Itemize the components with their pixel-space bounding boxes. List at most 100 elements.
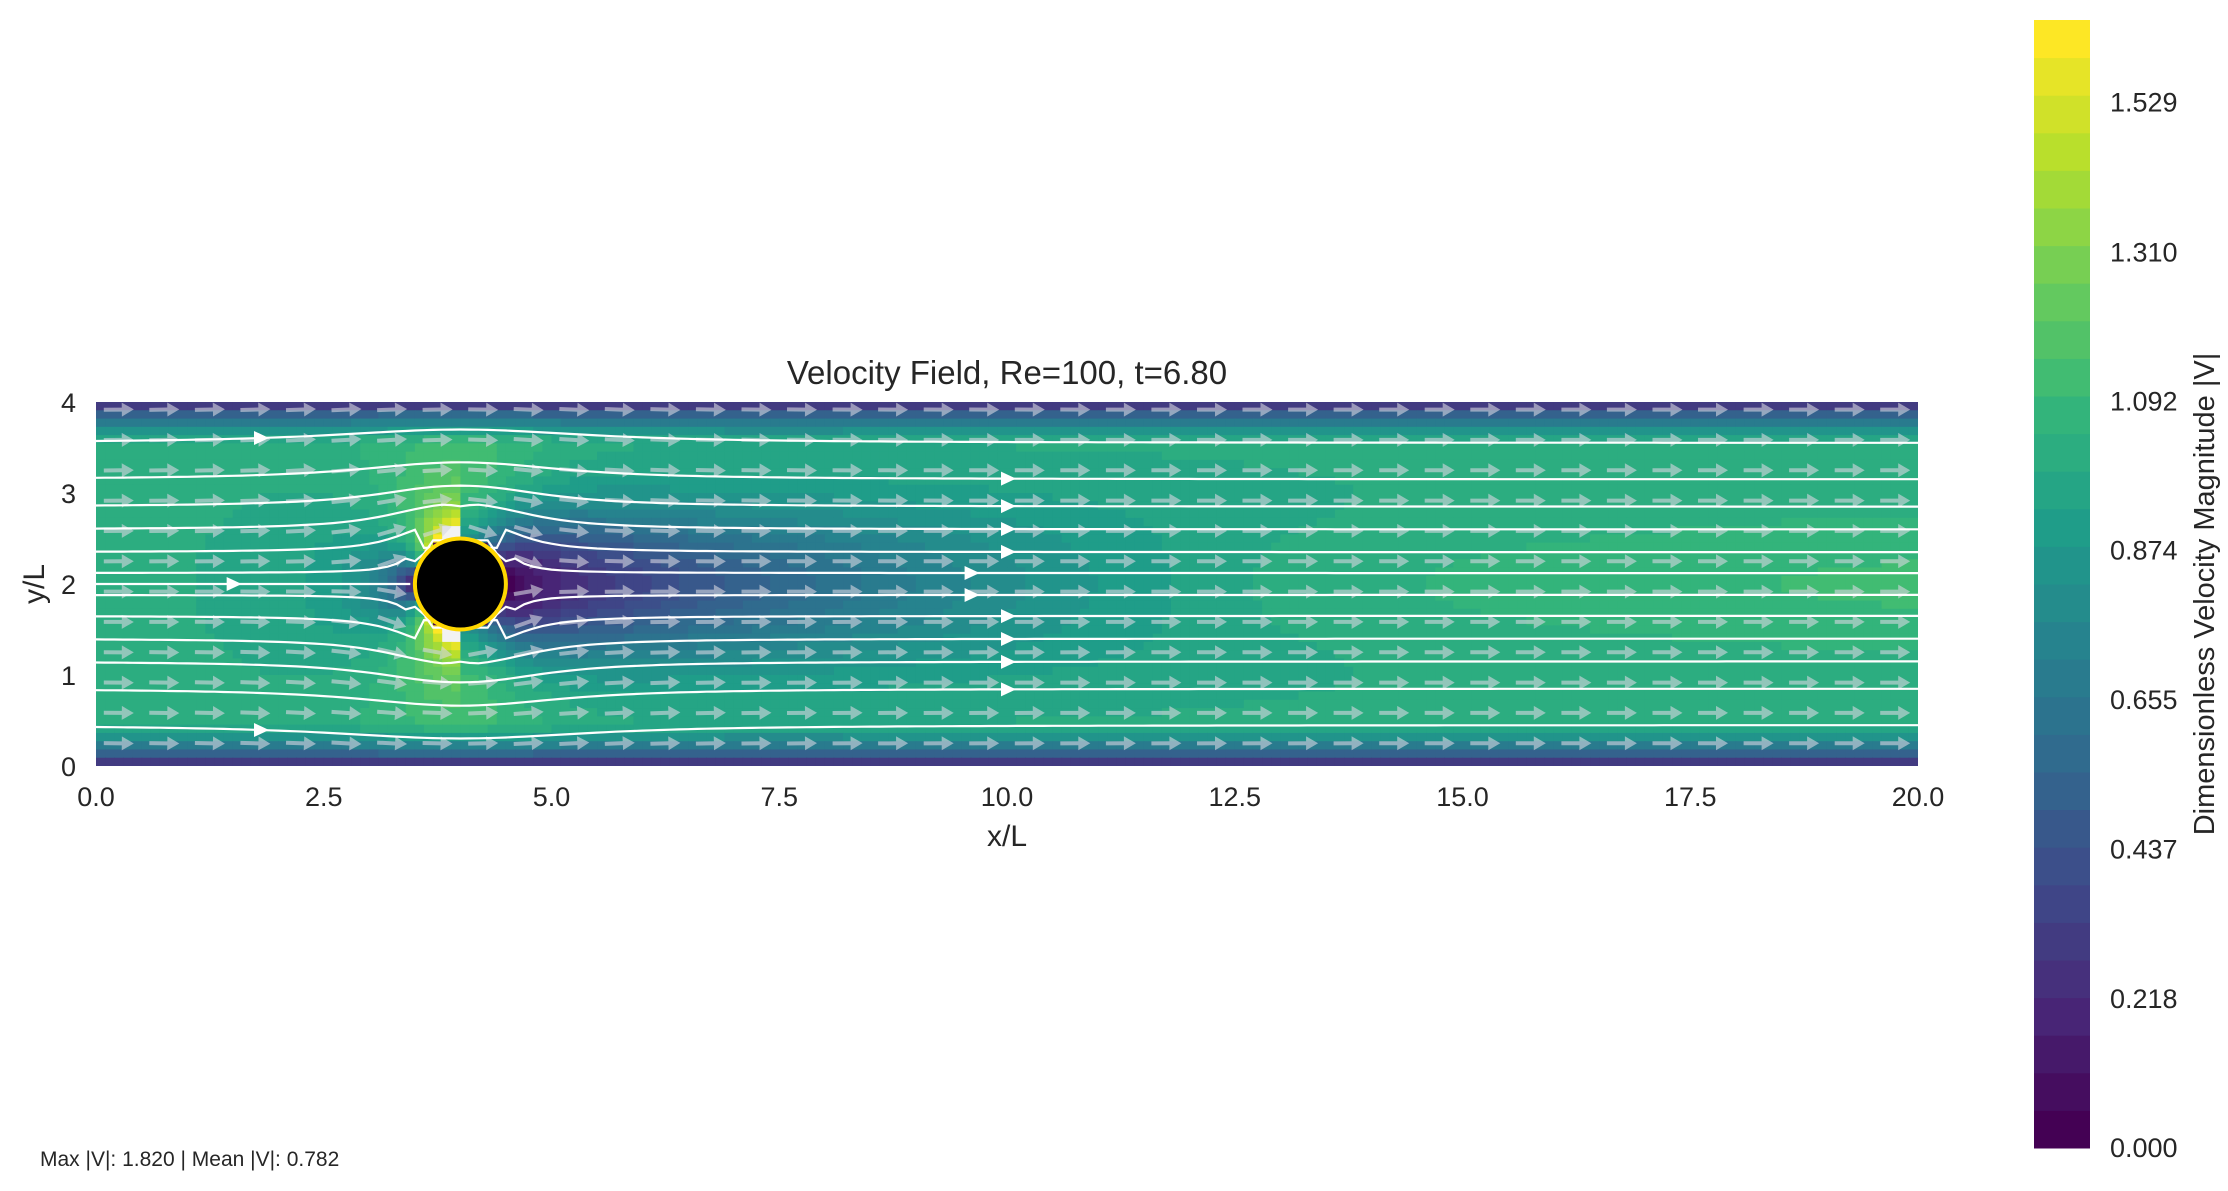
heatmap-cell [806, 534, 817, 544]
heatmap-cell [1280, 402, 1291, 411]
heatmap-cell [378, 501, 389, 511]
heatmap-cell [642, 443, 653, 453]
heatmap-cell [1735, 402, 1746, 411]
heatmap-cell [1781, 418, 1792, 428]
heatmap-cell [1890, 509, 1901, 519]
heatmap-cell [1435, 584, 1445, 593]
heatmap-cell [1544, 509, 1555, 519]
heatmap-cell [542, 534, 553, 544]
heatmap-cell [1744, 534, 1755, 544]
heatmap-cell [706, 451, 717, 461]
heatmap-cell [879, 534, 890, 544]
heatmap-cell [1571, 476, 1582, 486]
heatmap-cell [1781, 567, 1792, 577]
heatmap-cell [1681, 534, 1691, 544]
heatmap-cell [1471, 600, 1482, 610]
heatmap-cell [423, 517, 434, 527]
heatmap-cell [1817, 509, 1828, 519]
heatmap-cell [1025, 468, 1035, 478]
heatmap-cell [542, 600, 553, 610]
heatmap-cell [1088, 600, 1099, 610]
heatmap-cell [314, 501, 325, 511]
heatmap-cell [1289, 517, 1300, 527]
heatmap-cell [788, 418, 799, 428]
heatmap-cell [1088, 410, 1099, 420]
heatmap-cell [1471, 575, 1482, 585]
heatmap-cell [1052, 567, 1063, 577]
heatmap-cell [1362, 584, 1372, 593]
heatmap-cell [460, 451, 471, 461]
heatmap-cell [1271, 484, 1281, 494]
heatmap-cell [1854, 550, 1864, 560]
heatmap-cell [1744, 584, 1755, 593]
heatmap-cell [1389, 468, 1400, 478]
heatmap-cell [1225, 534, 1236, 544]
heatmap-cell [1690, 484, 1700, 494]
heatmap-cell [1808, 509, 1819, 519]
heatmap-cell [751, 509, 762, 519]
heatmap-cell [1471, 517, 1482, 527]
heatmap-cell [205, 418, 216, 428]
heatmap-cell [1890, 468, 1901, 478]
heatmap-cell [1681, 418, 1691, 428]
heatmap-cell [296, 584, 307, 593]
heatmap-cell [1571, 575, 1582, 585]
heatmap-cell [724, 451, 735, 461]
heatmap-cell [1662, 517, 1673, 527]
heatmap-cell [1079, 443, 1090, 453]
heatmap-cell [1845, 509, 1855, 519]
heatmap-cell [496, 443, 507, 453]
heatmap-cell [378, 509, 389, 519]
heatmap-cell [1034, 509, 1045, 519]
heatmap-cell [1772, 550, 1782, 560]
heatmap-cell [542, 410, 553, 420]
heatmap-cell [250, 542, 261, 552]
heatmap-cell [1107, 476, 1117, 486]
heatmap-cell [1571, 443, 1582, 453]
heatmap-cell [1189, 459, 1199, 469]
heatmap-cell [1070, 402, 1081, 411]
heatmap-cell [414, 526, 425, 535]
heatmap-cell [1881, 575, 1892, 585]
heatmap-cell [970, 534, 981, 544]
heatmap-cell [797, 550, 808, 560]
heatmap-cell [815, 592, 826, 602]
heatmap-cell [1444, 459, 1454, 469]
heatmap-cell [1189, 567, 1199, 577]
heatmap-cell [615, 476, 625, 486]
heatmap-cell [1480, 410, 1491, 420]
heatmap-cell [961, 451, 972, 461]
heatmap-cell [1161, 402, 1172, 411]
heatmap-cell [1708, 567, 1719, 577]
heatmap-cell [843, 493, 853, 502]
heatmap-cell [961, 600, 972, 610]
heatmap-cell [1416, 550, 1427, 560]
heatmap-cell [1781, 402, 1792, 411]
heatmap-cell [1079, 426, 1090, 436]
heatmap-cell [952, 559, 963, 569]
heatmap-cell [1653, 426, 1664, 436]
heatmap-cell [1416, 526, 1427, 535]
heatmap-cell [1562, 410, 1573, 420]
heatmap-cell [1863, 542, 1874, 552]
heatmap-cell [1644, 418, 1655, 428]
heatmap-cell [761, 443, 771, 453]
heatmap-cell [1526, 402, 1536, 411]
heatmap-cell [177, 426, 188, 436]
heatmap-cell [952, 567, 963, 577]
heatmap-cell [351, 459, 361, 469]
heatmap-cell [624, 426, 635, 436]
heatmap-cell [1462, 443, 1473, 453]
heatmap-cell [961, 443, 972, 453]
heatmap-cell [1808, 418, 1819, 428]
heatmap-cell [888, 418, 899, 428]
heatmap-cell [1371, 459, 1382, 469]
heatmap-cell [378, 459, 389, 469]
heatmap-cell [1371, 402, 1382, 411]
heatmap-cell [1498, 600, 1509, 610]
heatmap-cell [1681, 451, 1691, 461]
heatmap-cell [1508, 584, 1518, 593]
heatmap-cell [1580, 418, 1591, 428]
heatmap-cell [1526, 542, 1536, 552]
heatmap-cell [1544, 550, 1555, 560]
